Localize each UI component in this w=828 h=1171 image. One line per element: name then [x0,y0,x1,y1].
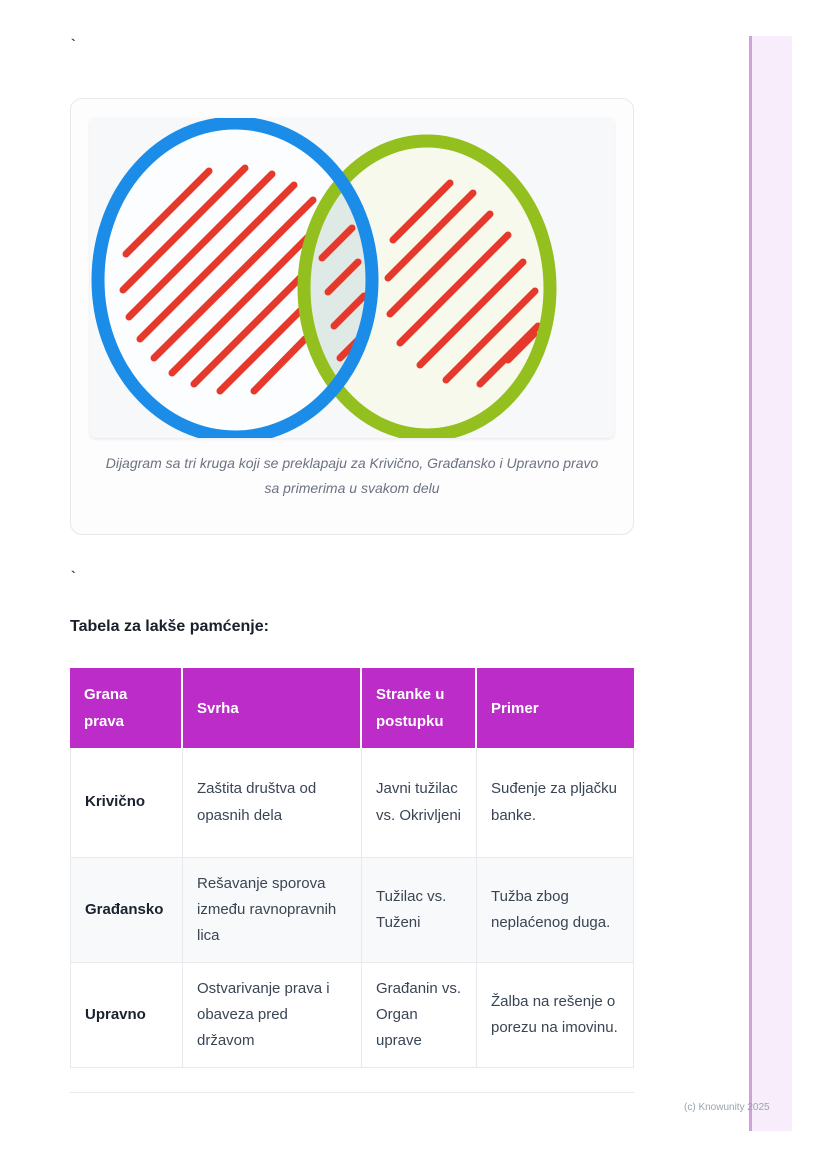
right-hatch-lines [384,179,542,388]
column-header-primer: Primer [477,668,634,748]
cell-svrha: Rešavanje sporova između ravnopravnih li… [183,858,362,963]
diagram-caption-text: Dijagram sa tri kruga koji se preklapaju… [105,455,599,496]
law-branches-table: Grana prava Svrha Stranke u postupku Pri… [70,668,634,1068]
venn-diagram-panel [90,118,614,438]
cell-svrha: Ostvarivanje prava i obaveza pred državo… [183,963,362,1068]
cell-grana: Upravno [70,963,183,1068]
cell-primer: Žalba na rešenje o porezu na imovinu. [477,963,634,1068]
watermark: (c) Knowunity 2025 [684,1102,770,1113]
table-row: Građansko Rešavanje sporova između ravno… [70,858,634,963]
stray-backtick-top: ` [71,36,76,52]
cell-grana: Građansko [70,858,183,963]
table-heading: Tabela za lakše pamćenje: [70,618,269,635]
cell-stranke: Tužilac vs. Tuženi [362,858,477,963]
table-header-row: Grana prava Svrha Stranke u postupku Pri… [70,668,634,748]
cell-primer: Tužba zbog neplaćenog duga. [477,858,634,963]
table-row: Upravno Ostvarivanje prava i obaveza pre… [70,963,634,1068]
left-circle-outline [91,118,379,438]
venn-diagram [91,118,557,438]
cell-stranke: Građanin vs. Organ uprave [362,963,477,1068]
stray-backtick-middle: ` [71,568,76,584]
footer-divider [70,1092,634,1093]
column-header-stranke: Stranke u postupku [362,668,477,748]
cell-primer: Suđenje za pljačku banke. [477,748,634,858]
column-header-svrha: Svrha [183,668,362,748]
diagram-caption: Dijagram sa tri kruga koji se preklapaju… [71,451,633,500]
cell-svrha: Zaštita društva od opasnih dela [183,748,362,858]
left-hatch-lines [119,164,319,395]
table-row: Krivično Zaštita društva od opasnih dela… [70,748,634,858]
right-circle-outline [297,134,557,438]
diagram-card: Dijagram sa tri kruga koji se preklapaju… [70,98,634,535]
cell-grana: Krivično [70,748,183,858]
column-header-grana-prava: Grana prava [70,668,183,748]
page-edge-highlight-bar [749,36,792,1131]
cell-stranke: Javni tužilac vs. Okrivljeni [362,748,477,858]
